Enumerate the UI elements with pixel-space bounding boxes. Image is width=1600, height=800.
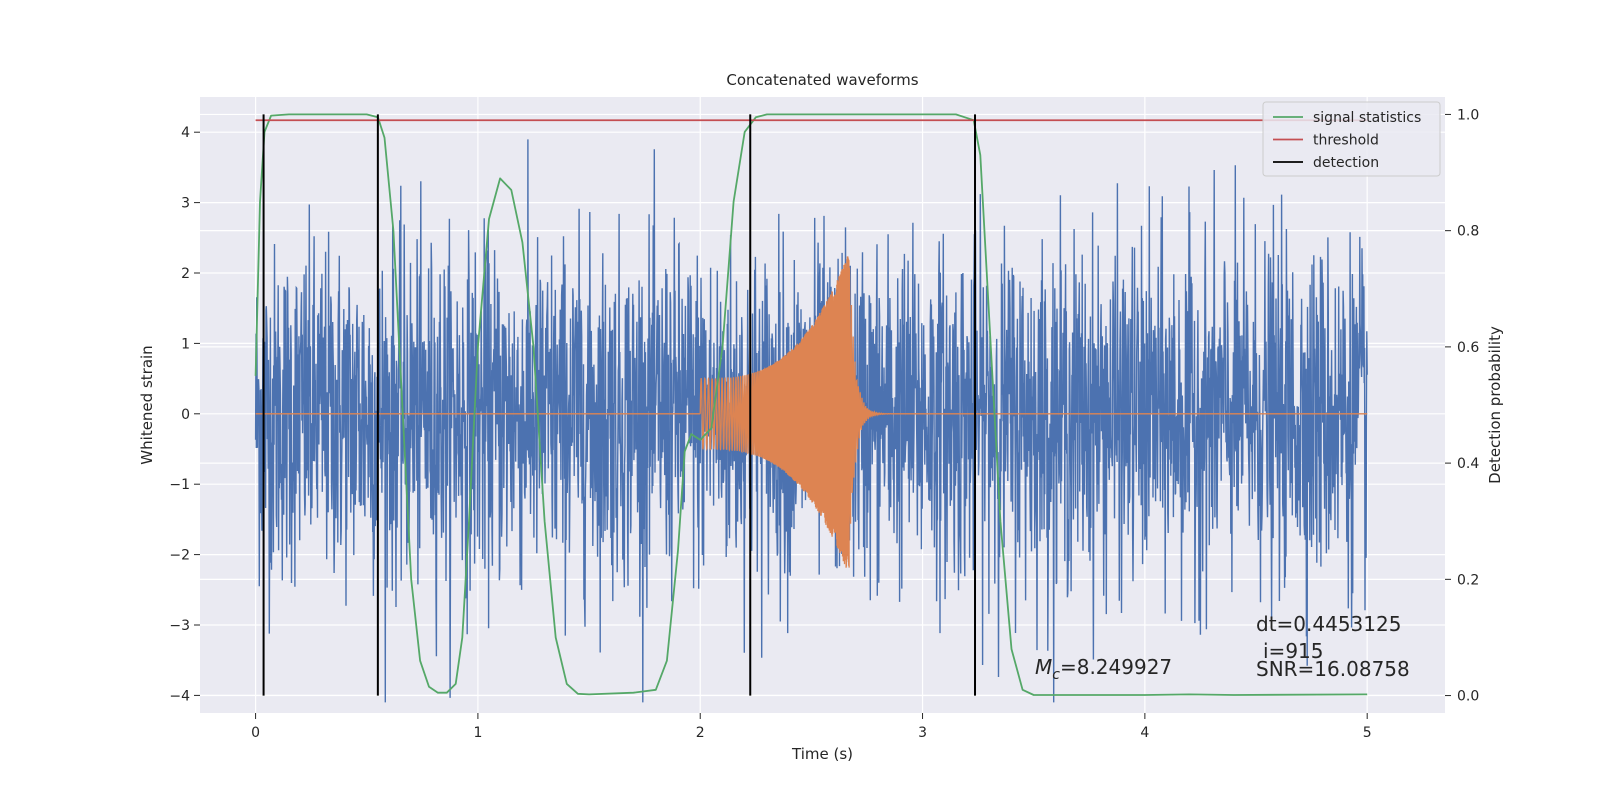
x-tick-label-5: 5 <box>1363 725 1372 741</box>
y-ticks-right: 0.0 0.2 0.4 0.6 0.8 1.0 <box>1445 107 1479 705</box>
y-tick-label-5: 1 <box>181 336 190 352</box>
y2-tick-label-0: 0.0 <box>1457 689 1479 705</box>
x-tick-label-1: 1 <box>473 725 482 741</box>
y2-tick-label-2: 0.4 <box>1457 456 1479 472</box>
y-tick-label-8: 4 <box>181 125 190 141</box>
annotation-mc-subscript: c <box>1052 667 1060 683</box>
series-signal-statistics-line <box>254 113 1368 696</box>
detection-lines <box>262 114 977 696</box>
y-tick-label-4: 0 <box>181 407 190 423</box>
annotation-chirp-mass: Mc=8.249927 <box>1035 655 1172 683</box>
x-tick-label-4: 4 <box>1140 725 1149 741</box>
legend-label-threshold: threshold <box>1313 133 1379 149</box>
y2-tick-label-3: 0.6 <box>1457 340 1479 356</box>
y-tick-label-6: 2 <box>181 266 190 282</box>
annotation-snr: SNR=16.08758 <box>1256 657 1410 681</box>
y2-tick-label-5: 1.0 <box>1457 107 1479 123</box>
y-ticks-left: −4 −3 −2 −1 0 1 2 3 4 <box>169 125 200 704</box>
y-tick-label-2: −2 <box>169 548 190 564</box>
annotation-index: i=915 <box>1263 639 1324 663</box>
legend-box <box>1262 101 1441 177</box>
series-template-line <box>255 256 1368 568</box>
y-axis-label: Whitened strain <box>138 345 156 464</box>
legend-label-signal-statistics: signal statistics <box>1313 110 1421 126</box>
x-axis-label: Time (s) <box>791 745 853 763</box>
x-tick-label-3: 3 <box>918 725 927 741</box>
x-tick-label-0: 0 <box>251 725 260 741</box>
annotation-mc-value: =8.249927 <box>1060 655 1172 679</box>
annotation-mc-symbol: M <box>1035 655 1052 679</box>
y-tick-label-0: −4 <box>169 688 190 704</box>
y-tick-label-7: 3 <box>181 196 190 212</box>
y2-tick-label-1: 0.2 <box>1457 572 1479 588</box>
x-ticks: 0 1 2 3 4 5 <box>251 713 1372 741</box>
y-tick-label-1: −3 <box>169 618 190 634</box>
y2-tick-label-4: 0.8 <box>1457 224 1479 240</box>
annotation-dt: dt=0.4453125 <box>1256 612 1401 636</box>
legend-label-detection: detection <box>1313 155 1379 171</box>
y-tick-label-3: −1 <box>169 477 190 493</box>
chart-title: Concatenated waveforms <box>726 71 918 89</box>
x-tick-label-2: 2 <box>696 725 705 741</box>
legend: signal statistics threshold detection <box>1262 101 1441 177</box>
y2-axis-label: Detection probability <box>1486 326 1504 484</box>
